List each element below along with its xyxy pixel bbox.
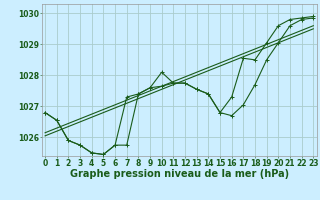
X-axis label: Graphe pression niveau de la mer (hPa): Graphe pression niveau de la mer (hPa): [70, 169, 289, 179]
